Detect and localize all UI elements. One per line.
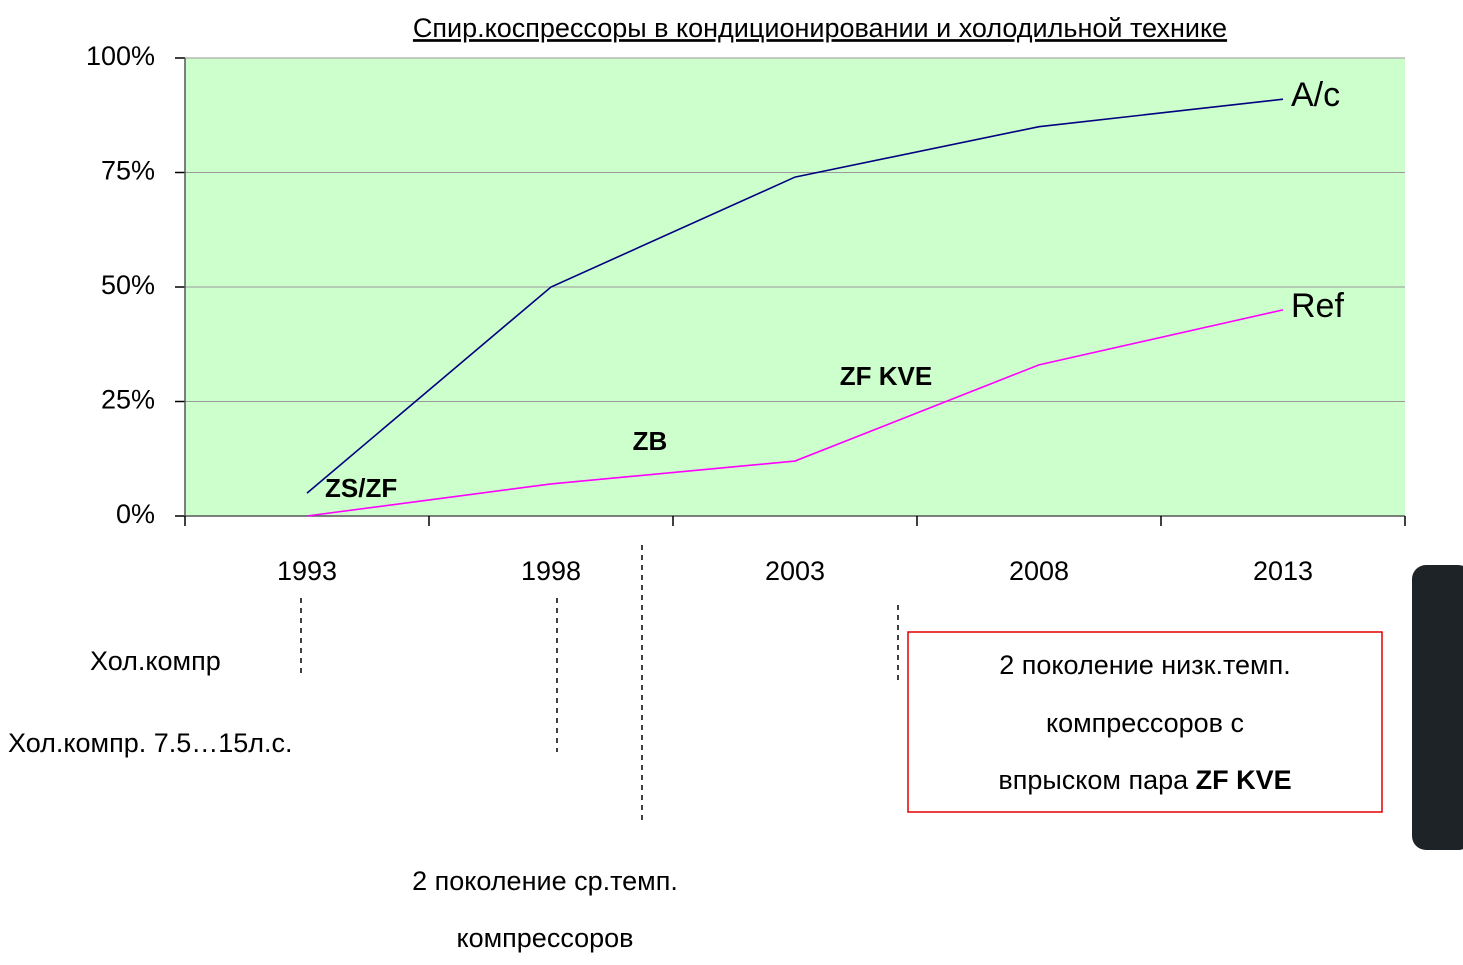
y-tick-label: 0% [116,499,155,529]
x-tick-label: 2013 [1253,556,1313,586]
box-line: 2 поколение низк.темп. [999,650,1290,680]
y-tick-label: 25% [101,385,155,415]
series-label: A/c [1291,76,1340,114]
note: 2 поколение ср.темп. [412,866,678,896]
x-tick-label: 2008 [1009,556,1069,586]
box-line: впрыском пара ZF KVE [998,765,1291,795]
series-line [306,309,1284,517]
note: компрессоров [456,923,633,953]
note-box [907,631,1383,813]
note: Хол.компр [90,646,221,676]
y-tick-label: 75% [101,156,155,186]
x-tick-label: 2003 [765,556,825,586]
box-line: компрессоров с [1046,708,1244,738]
y-tick-label: 100% [86,41,155,71]
compressor-image [1412,565,1463,850]
chart-title: Спир.коспрессоры в кондиционировании и х… [413,13,1227,43]
x-tick-label: 1993 [277,556,337,586]
annotation: ZB [633,426,668,456]
annotation: ZF KVE [840,361,932,391]
box-bold: ZF KVE [1196,765,1292,795]
note: Хол.компр. 7.5…15л.с. [8,728,293,758]
annotation: ZS/ZF [325,473,397,503]
box-line: впрыском пара [998,765,1195,795]
y-tick-label: 50% [101,270,155,300]
series-label: Ref [1291,287,1344,325]
x-tick-label: 1998 [521,556,581,586]
series-line [306,98,1284,494]
dashed-guides [300,545,899,822]
